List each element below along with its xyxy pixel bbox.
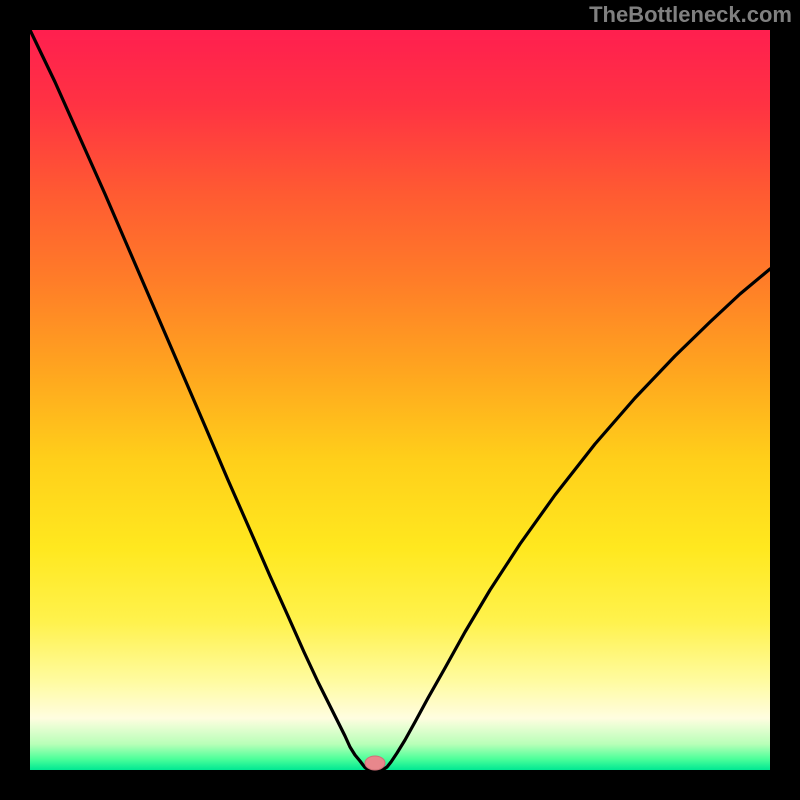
- chart-container: { "watermark": "TheBottleneck.com", "cha…: [0, 0, 800, 800]
- optimum-marker: [365, 756, 385, 770]
- watermark-text: TheBottleneck.com: [589, 2, 792, 28]
- bottleneck-chart: [0, 0, 800, 800]
- plot-background: [30, 30, 770, 770]
